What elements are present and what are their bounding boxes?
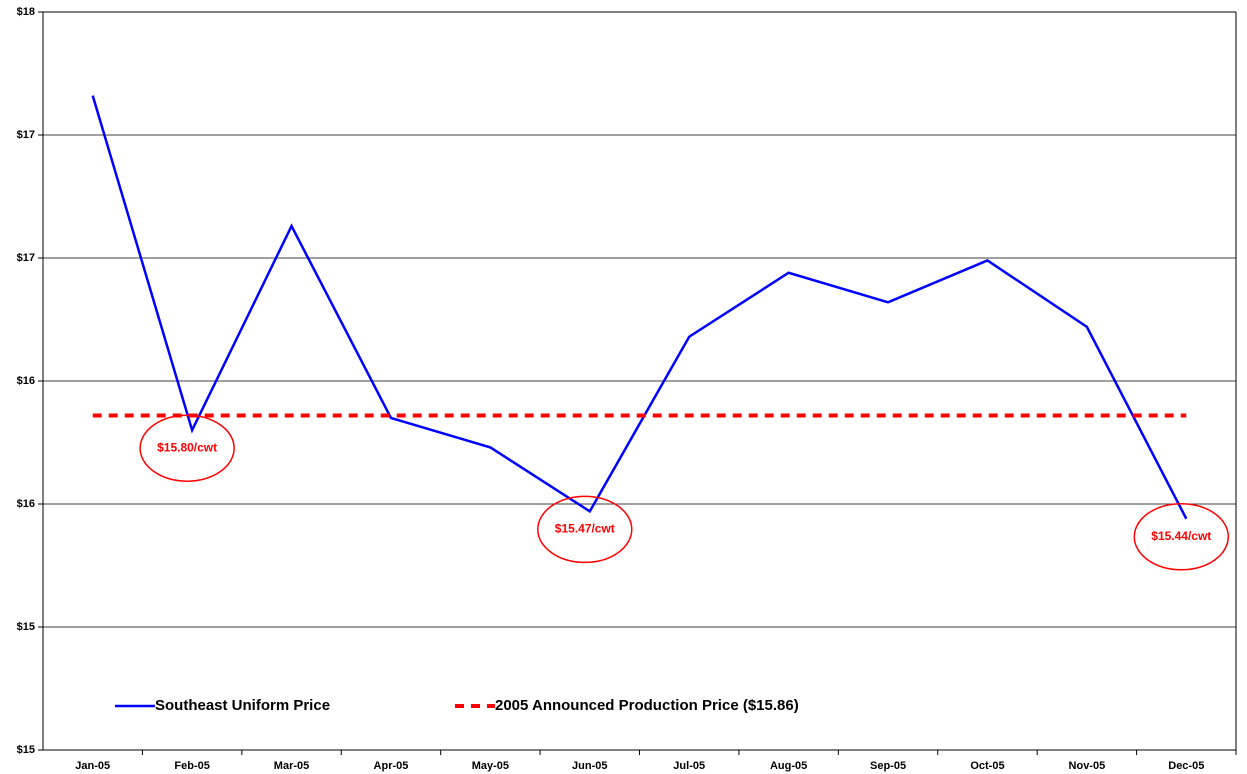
x-tick-label: Apr-05 — [374, 760, 409, 772]
y-tick-label: $15 — [17, 621, 35, 633]
x-tick-label: Jul-05 — [673, 760, 705, 772]
x-tick-label: Nov-05 — [1069, 760, 1106, 772]
x-tick-label: Feb-05 — [174, 760, 209, 772]
y-tick-label: $17 — [17, 252, 35, 264]
x-tick-label: Aug-05 — [770, 760, 807, 772]
y-tick-label: $17 — [17, 129, 35, 141]
annotation-circle — [139, 414, 235, 482]
x-tick-label: Dec-05 — [1168, 760, 1204, 772]
x-tick-label: May-05 — [472, 760, 509, 772]
annotation: $15.80/cwt — [157, 440, 217, 454]
x-tick-label: Jan-05 — [75, 760, 110, 772]
annotation: $15.44/cwt — [1151, 529, 1211, 543]
legend-label: 2005 Announced Production Price ($15.86) — [495, 697, 799, 714]
y-tick-label: $18 — [17, 6, 35, 18]
legend-label: Southeast Uniform Price — [155, 697, 330, 714]
annotation-circle — [1133, 503, 1230, 571]
annotation-circle — [537, 495, 633, 564]
series-line — [91, 95, 1188, 520]
annotation: $15.47/cwt — [555, 522, 615, 536]
x-tick-label: Mar-05 — [274, 760, 309, 772]
x-tick-label: Oct-05 — [970, 760, 1004, 772]
y-tick-label: $15 — [17, 744, 35, 756]
y-tick-label: $16 — [17, 498, 35, 510]
x-tick-label: Sep-05 — [870, 760, 906, 772]
y-tick-label: $16 — [17, 375, 35, 387]
x-tick-label: Jun-05 — [572, 760, 607, 772]
